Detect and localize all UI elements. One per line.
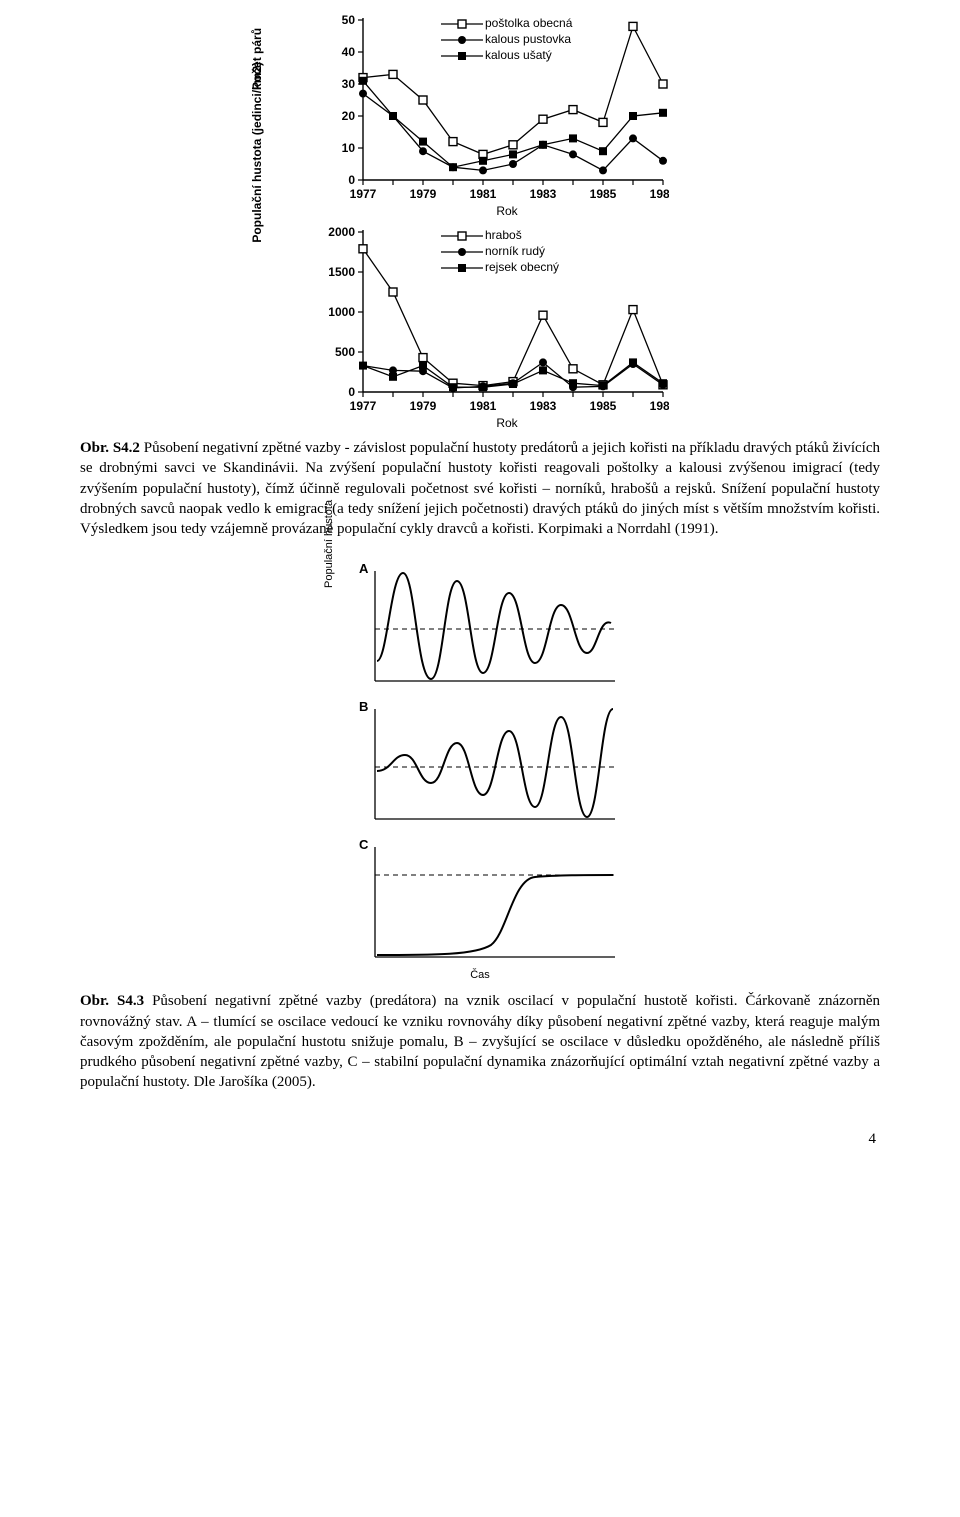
chart1-xlabel: Rok: [319, 204, 695, 218]
chart2-legend: hrabošnorník rudýrejsek obecný: [439, 228, 559, 276]
osc-svg-c: [335, 837, 625, 967]
osc-svg-b: [335, 699, 625, 829]
svg-text:30: 30: [342, 77, 356, 91]
caption-fig-s4-3: Obr. S4.3 Působení negativní zpětné vazb…: [80, 991, 880, 1092]
osc-letter-a: A: [359, 561, 368, 576]
caption2-head: Obr. S4.3: [80, 993, 144, 1009]
legend-item: kalous pustovka: [439, 32, 572, 47]
caption1-head: Obr. S4.2: [80, 440, 140, 456]
osc-letter-b: B: [359, 699, 368, 714]
osc-panel-a: A Populační hustota: [335, 561, 625, 691]
osc-panel-c: C Čas: [335, 837, 625, 981]
chart1-inner: 0 10 20 30 40 50 1977 1979 1981 1983 1985 1987 pošt…: [319, 10, 695, 218]
svg-text:500: 500: [335, 345, 355, 359]
legend-marker-icon: [439, 49, 485, 63]
svg-text:40: 40: [342, 45, 356, 59]
chart2-inner: 0 500 1000 1500 2000 1977 1979 1981 1983 1985 1987…: [319, 222, 695, 430]
legend-label: hraboš: [485, 228, 522, 243]
svg-text:1977: 1977: [350, 399, 377, 412]
legend-label: rejsek obecný: [485, 260, 559, 275]
svg-text:1979: 1979: [410, 399, 437, 412]
legend-item: norník rudý: [439, 244, 559, 259]
chart-prey: Populační hustota (jedinci/km2) 05001000…: [265, 222, 695, 430]
legend-label: norník rudý: [485, 244, 545, 259]
legend-label: poštolka obecná: [485, 16, 572, 31]
svg-text:1981: 1981: [470, 187, 497, 200]
osc-panel-b: B: [335, 699, 625, 829]
legend-item: hraboš: [439, 228, 559, 243]
caption2-body: Působení negativní zpětné vazby (predáto…: [80, 993, 880, 1090]
caption1-body: Působení negativní zpětné vazby - závisl…: [80, 440, 880, 537]
chart2-xlabel: Rok: [319, 416, 695, 430]
svg-text:20: 20: [342, 109, 356, 123]
legend-item: kalous ušatý: [439, 48, 572, 63]
osc-xlabel: Čas: [335, 969, 625, 981]
svg-text:1983: 1983: [530, 399, 557, 412]
svg-text:1979: 1979: [410, 187, 437, 200]
osc-ylabel-a: Populační hustota: [323, 500, 335, 588]
svg-text:1977: 1977: [350, 187, 377, 200]
legend-marker-icon: [439, 229, 485, 243]
svg-text:1985: 1985: [590, 399, 617, 412]
svg-text:1985: 1985: [590, 187, 617, 200]
svg-text:1987: 1987: [650, 187, 669, 200]
osc-letter-c: C: [359, 837, 368, 852]
legend-item: rejsek obecný: [439, 260, 559, 275]
svg-text:0: 0: [348, 173, 355, 187]
legend-marker-icon: [439, 33, 485, 47]
legend-marker-icon: [439, 17, 485, 31]
svg-text:1000: 1000: [328, 305, 355, 319]
chart-predators: Počet párů 01020304050197719791981198319…: [265, 10, 695, 218]
svg-text:0: 0: [348, 385, 355, 399]
legend-item: poštolka obecná: [439, 16, 572, 31]
svg-text:1500: 1500: [328, 265, 355, 279]
legend-marker-icon: [439, 261, 485, 275]
svg-text:1983: 1983: [530, 187, 557, 200]
svg-text:1987: 1987: [650, 399, 669, 412]
oscillation-figure: A Populační hustota B C Čas: [335, 561, 625, 981]
svg-text:50: 50: [342, 13, 356, 27]
legend-label: kalous ušatý: [485, 48, 552, 63]
legend-label: kalous pustovka: [485, 32, 571, 47]
chart2-ylabel: Populační hustota (jedinci/km2): [250, 62, 264, 243]
svg-text:10: 10: [342, 141, 356, 155]
chart1-legend: poštolka obecnákalous pustovkakalous uša…: [439, 16, 572, 64]
page-number: 4: [80, 1131, 880, 1148]
svg-text:2000: 2000: [328, 225, 355, 239]
svg-text:1981: 1981: [470, 399, 497, 412]
legend-marker-icon: [439, 245, 485, 259]
caption-fig-s4-2: Obr. S4.2 Působení negativní zpětné vazb…: [80, 438, 880, 539]
osc-svg-a: [335, 561, 625, 691]
